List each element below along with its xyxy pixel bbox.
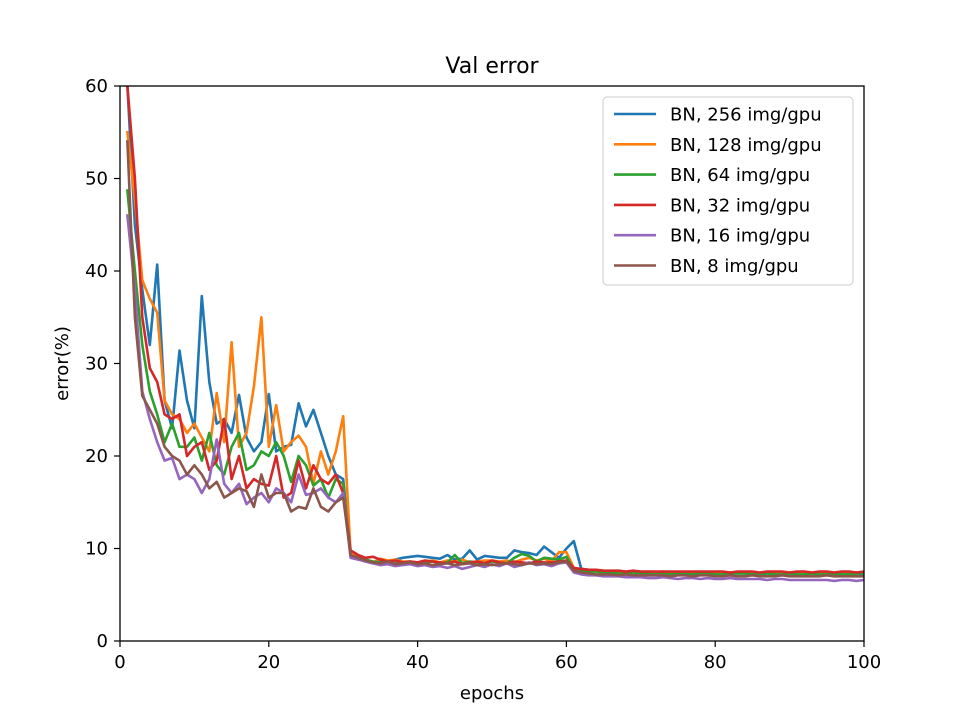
y-tick-label: 30 <box>85 354 108 375</box>
legend: BN, 256 img/gpu BN, 128 img/gpu BN, 64 img… <box>602 96 854 286</box>
y-tick-label: 20 <box>85 446 108 467</box>
series-line-6 <box>126 140 864 578</box>
y-tick-label: 0 <box>97 631 108 652</box>
series-lines <box>125 86 864 583</box>
x-tick-label: 40 <box>406 652 429 673</box>
x-tick-label: 80 <box>704 652 727 673</box>
x-tick-label: 0 <box>114 652 125 673</box>
legend-box <box>602 96 854 286</box>
series-line-4 <box>126 86 864 574</box>
y-axis-label: error(%) <box>52 326 73 401</box>
legend-label-6: BN, 8 img/gpu <box>670 256 799 277</box>
x-axis: 0 20 40 60 80 100 <box>114 641 881 673</box>
legend-label-5: BN, 16 img/gpu <box>670 226 810 247</box>
chart-title: Val error <box>445 54 539 79</box>
y-tick-label: 40 <box>85 261 108 282</box>
x-tick-label: 100 <box>847 652 881 673</box>
y-axis: 0 10 20 30 40 50 60 <box>85 76 120 652</box>
x-tick-label: 20 <box>257 652 280 673</box>
x-tick-label: 60 <box>555 652 578 673</box>
x-axis-label: epochs <box>460 683 524 704</box>
y-tick-label: 10 <box>85 539 108 560</box>
y-tick-label: 50 <box>85 169 108 190</box>
legend-label-1: BN, 256 img/gpu <box>670 105 822 126</box>
y-tick-label: 60 <box>85 76 108 97</box>
legend-label-3: BN, 64 img/gpu <box>670 165 810 186</box>
legend-label-2: BN, 128 img/gpu <box>670 135 822 156</box>
legend-label-4: BN, 32 img/gpu <box>670 195 810 216</box>
